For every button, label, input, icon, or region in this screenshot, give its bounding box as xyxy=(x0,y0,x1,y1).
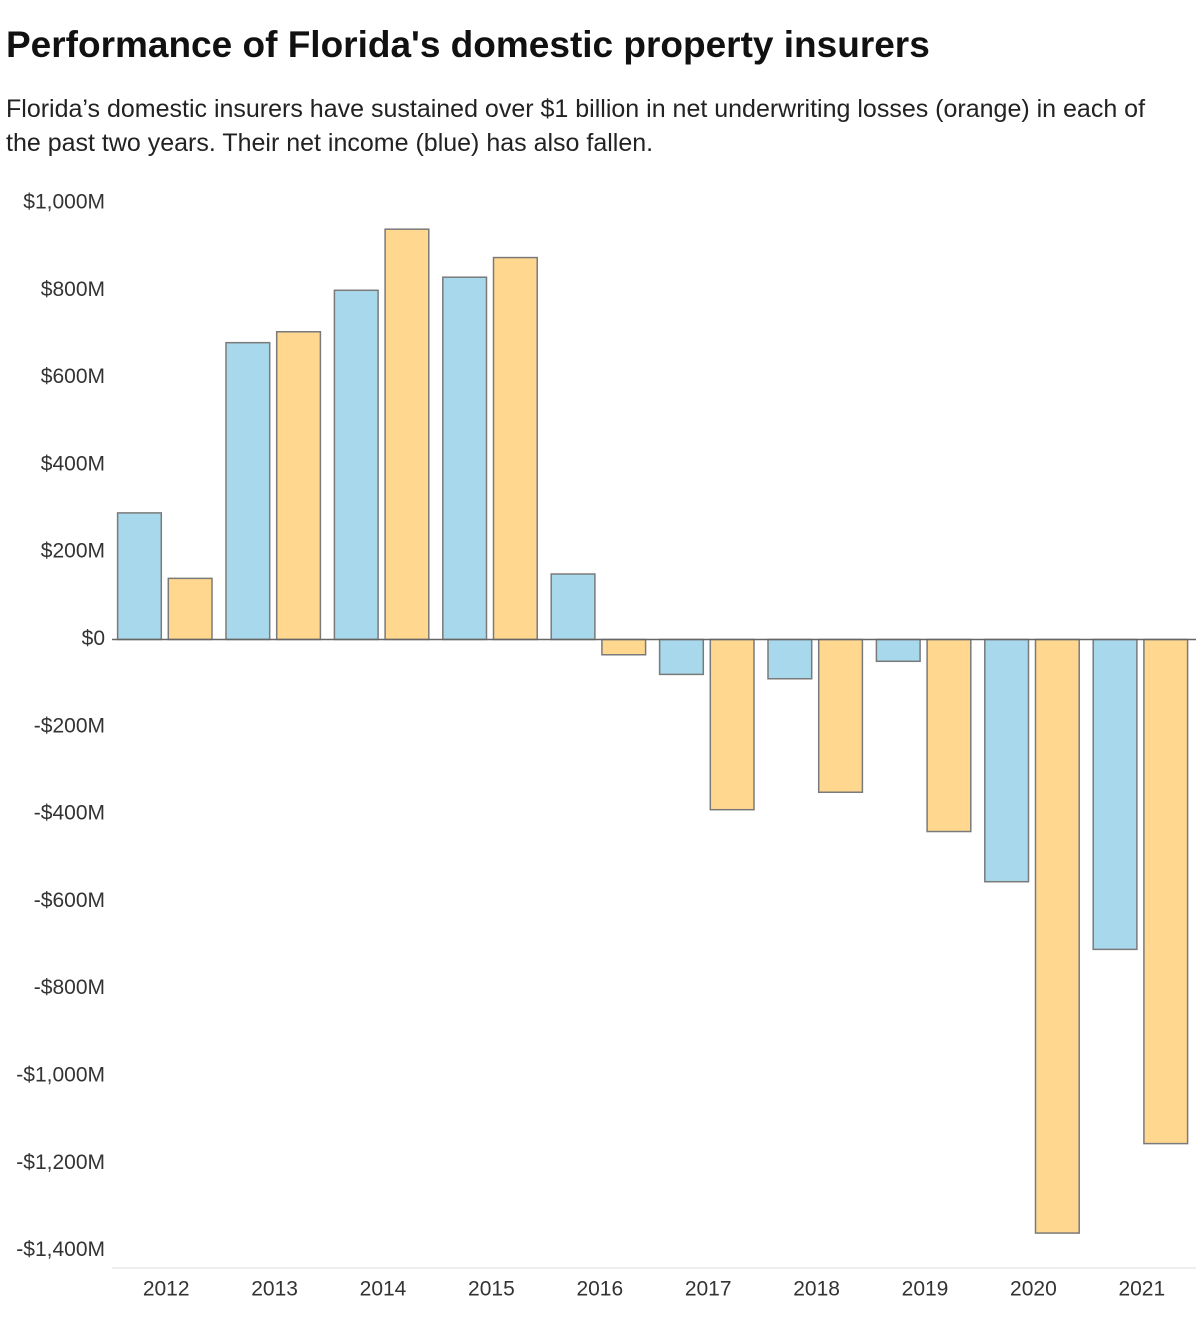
y-tick-label: $400M xyxy=(41,452,105,475)
bar xyxy=(926,638,972,833)
chart-subtitle: Florida’s domestic insurers have sustain… xyxy=(6,95,1146,157)
bar xyxy=(167,577,213,641)
y-tick-label: -$400M xyxy=(34,802,105,825)
x-tick-label: 2019 xyxy=(902,1278,949,1301)
x-tick-label: 2021 xyxy=(1118,1278,1165,1301)
bar xyxy=(875,638,921,663)
y-tick-label: $1,000M xyxy=(23,191,105,214)
y-tick-label: $600M xyxy=(41,365,105,388)
bar xyxy=(984,638,1030,883)
bar xyxy=(550,573,596,641)
bar xyxy=(767,638,813,680)
bar xyxy=(116,512,163,641)
y-tick-label: -$1,200M xyxy=(16,1151,105,1174)
bar xyxy=(709,638,755,811)
bar xyxy=(1092,638,1138,951)
x-tick-label: 2012 xyxy=(143,1278,190,1301)
bar xyxy=(1034,638,1080,1234)
bar xyxy=(658,638,705,676)
y-tick-label: $0 xyxy=(82,627,105,650)
bar xyxy=(442,276,488,641)
bar xyxy=(601,638,647,656)
y-tick-label: -$600M xyxy=(34,889,105,912)
x-tick-label: 2018 xyxy=(793,1278,840,1301)
y-tick-label: -$1,400M xyxy=(16,1238,105,1261)
bar xyxy=(817,638,864,793)
y-tick-label: $200M xyxy=(41,540,105,563)
bar xyxy=(384,228,430,641)
bar xyxy=(275,331,322,641)
bar xyxy=(225,341,271,641)
bar xyxy=(1143,638,1189,1145)
x-tick-label: 2014 xyxy=(360,1278,407,1301)
x-tick-label: 2020 xyxy=(1010,1278,1057,1301)
x-tick-label: 2017 xyxy=(685,1278,732,1301)
y-tick-label: -$800M xyxy=(34,976,105,999)
x-tick-label: 2016 xyxy=(576,1278,623,1301)
x-tick-label: 2015 xyxy=(468,1278,515,1301)
y-tick-label: -$1,000M xyxy=(16,1063,105,1086)
bar xyxy=(333,289,379,641)
chart-title: Performance of Florida's domestic proper… xyxy=(6,24,930,65)
y-tick-label: -$200M xyxy=(34,714,105,737)
bar xyxy=(492,256,538,641)
y-tick-label: $800M xyxy=(41,278,105,301)
x-tick-label: 2013 xyxy=(251,1278,298,1301)
